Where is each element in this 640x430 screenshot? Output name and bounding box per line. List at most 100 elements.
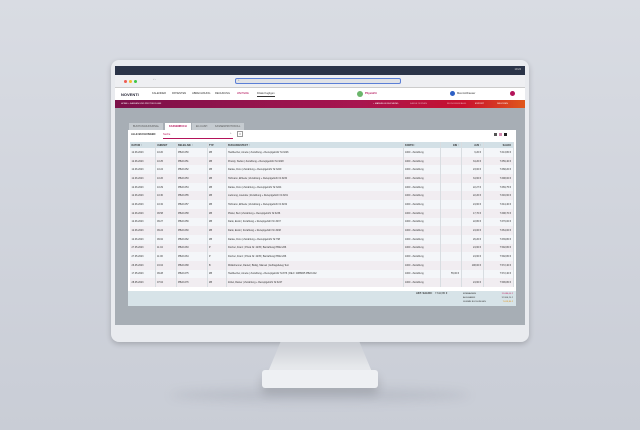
table-row[interactable]: 12.06.2023 10:20 PB22-050 ZB Heidbecher, Ame… <box>130 148 514 157</box>
nav-weitere[interactable]: WEITERE <box>237 92 249 95</box>
table-row[interactable]: 12.06.2023 10:24 PB22-052 ZB Danke, Doro | Z… <box>130 165 514 175</box>
nav-patienten[interactable]: PATIENTEN <box>172 92 187 95</box>
column-header[interactable]: EIN ↑ <box>440 142 462 148</box>
table-cell: 16:04 <box>155 260 177 270</box>
table-row[interactable]: 12.06.2023 09:02 PB22-062 ZB Danke, Doro | Z… <box>130 234 514 244</box>
address-bar[interactable]: ⌕ <box>235 78 401 84</box>
table-cell: PB22-064 <box>176 252 208 261</box>
table-cell <box>440 260 462 270</box>
table-cell: 24,60 € <box>461 278 484 287</box>
table-cell: Prandy, Stefan | Zuzahlung + Rezeptgebüh… <box>226 156 404 166</box>
table-cell: 10:26 <box>155 174 177 183</box>
table-cell: 10:29 <box>155 182 177 192</box>
table-row[interactable]: 27.05.2023 11:06 PB22-064 P Fischer, Franz |… <box>130 252 514 261</box>
bookable-button[interactable]: BUCHUNGSFÄHIG <box>447 103 467 105</box>
column-header[interactable]: DATUM ↑ <box>130 142 156 148</box>
notification-icon[interactable] <box>510 91 515 96</box>
table-cell: ZB <box>207 208 227 218</box>
table-cell: 7.664,00 € <box>483 226 514 235</box>
close-window-button[interactable] <box>124 80 127 83</box>
view-icon[interactable] <box>494 133 497 136</box>
table-cell: Hofmann, Elfriede | Zuzahlung + Rezeptge… <box>226 174 404 183</box>
table-cell: 17,70 € <box>461 208 484 218</box>
table-cell: Dank, Erwin | Zuzahlung + Rezeptgebühr N… <box>226 217 404 227</box>
table-cell: 12.06.2023 <box>130 174 156 183</box>
table-cell: PB22-058 <box>176 208 208 218</box>
table-cell: Danke, Doro | Zuzahlung + Rezeptgebühr N… <box>226 165 404 175</box>
tab-kassenbuch[interactable]: KASSENBUCH <box>165 123 191 130</box>
table-cell: PB22-068 <box>176 260 208 270</box>
table-cell: 26,20 € <box>461 234 484 244</box>
avatar[interactable] <box>450 91 455 96</box>
table-cell: PB22-060 <box>176 226 208 235</box>
branch-select[interactable]: Filiale Kugligen <box>257 92 275 97</box>
table-cell: Heidbecher, Amelie | Zuzahlung + Rezeptg… <box>226 148 404 157</box>
table-row[interactable]: 12.06.2023 10:32 PB22-057 ZB Hofmann, Elfrie… <box>130 200 514 209</box>
breadcrumb[interactable]: HOME > KASSEN UND PROTOKOLLEN <box>121 103 162 105</box>
table-row[interactable]: 26.05.2023 16:04 PB22-068 B Müllebrenner, Da… <box>130 260 514 270</box>
print-button[interactable]: DRUCKEN <box>497 103 508 105</box>
table-cell: 7.644,40 € <box>483 200 514 209</box>
sum-label: AUSGABEN <box>463 297 476 299</box>
column-header[interactable]: TYP <box>207 142 227 148</box>
table-cell: 1000 - Zuzahlung <box>403 269 441 279</box>
tab-ec-cash[interactable]: EC-CASH <box>192 123 212 130</box>
tab-buchungsjournal[interactable]: BUCHUNGSJOURNAL <box>129 123 163 130</box>
table-cell: 12.06.2023 <box>130 226 156 235</box>
minimize-window-button[interactable] <box>129 80 132 83</box>
user-name[interactable]: Maxi Anlihauser <box>457 92 476 95</box>
filter-icon[interactable]: ▿ <box>237 131 243 137</box>
column-header[interactable]: BUCHUNGSTEXT ↑ <box>226 142 404 148</box>
nav-abrechnung[interactable]: ABRECHNUNG <box>192 92 211 95</box>
table-cell <box>440 165 462 175</box>
table-cell: PB22-054 <box>176 182 208 192</box>
table-cell <box>440 252 462 261</box>
search-input[interactable]: Suche <box>163 133 233 139</box>
table-cell <box>440 234 462 244</box>
table-cell <box>440 182 462 192</box>
table-row[interactable]: 27.05.2023 11:04 PB22-063 P Fischer, Franz |… <box>130 243 514 253</box>
table-cell: Danke, Doro | Zuzahlung + Rezeptgebühr N… <box>226 234 404 244</box>
nav-rechnung[interactable]: RECHNUNG <box>215 92 230 95</box>
table-row[interactable]: 28.05.2023 07:04 PB22-076 ZB Zobel, Rainer |… <box>130 278 514 287</box>
nav-kalender[interactable]: KALENDER <box>152 92 166 95</box>
table-row[interactable]: 12.06.2023 10:29 PB22-054 ZB Danke, Doro | Z… <box>130 182 514 192</box>
table-cell <box>440 217 462 227</box>
table-cell: Danke, Doro | Zuzahlung + Rezeptgebühr N… <box>226 182 404 192</box>
table-row[interactable]: 12.06.2023 09:24 PB22-060 ZB Dank, Erwin | Z… <box>130 226 514 235</box>
table-cell: ZB <box>207 234 227 244</box>
table-row[interactable]: 12.06.2023 09:58 PB22-058 ZB Pfeiler, Bert |… <box>130 208 514 218</box>
tab-kassenprotokoll[interactable]: KASSENPROTOKOLL <box>211 123 245 130</box>
table-cell: 09:24 <box>155 226 177 235</box>
table-row[interactable]: 17.05.2023 09:28 PB22-075 ZB Heidbecher, Ame… <box>130 269 514 279</box>
table-cell: ZB <box>207 156 227 166</box>
column-header[interactable]: KONTO ↑ <box>403 142 441 148</box>
maximize-window-button[interactable] <box>134 80 137 83</box>
column-header[interactable]: UHRZEIT <box>155 142 177 148</box>
export-button[interactable]: EXPORT <box>475 103 484 105</box>
table-row[interactable]: 12.06.2023 10:30 PB22-055 ZB Liebnung, Lisel… <box>130 191 514 201</box>
table-cell: PB22-050 <box>176 148 208 157</box>
table-row[interactable]: 12.06.2023 10:26 PB22-053 ZB Hofmann, Elfrie… <box>130 174 514 183</box>
table-cell: P <box>207 243 227 253</box>
open-register-button[interactable]: KASSE ÖFFNEN <box>410 103 427 105</box>
column-header[interactable]: AUS ↑ <box>461 142 484 148</box>
back-forward-icon[interactable]: ‹ › <box>153 78 156 81</box>
table-cell: Dank, Erwin | Zuzahlung + Rezeptgebühr N… <box>226 226 404 235</box>
table-cell: 12.06.2023 <box>130 165 156 175</box>
breadcrumb-bar: HOME > KASSEN UND PROTOKOLLEN + MANUELLE… <box>115 100 525 108</box>
table-cell: ZB <box>207 200 227 209</box>
column-header[interactable]: BELEG-NR. ↑ <box>176 142 208 148</box>
table-cell: PB22-075 <box>176 269 208 279</box>
table-row[interactable]: 12.06.2023 10:25 PB22-051 ZB Prandy, Stefan … <box>130 156 514 166</box>
table-cell: ZB <box>207 148 227 157</box>
table-cell: ZB <box>207 182 227 192</box>
manual-booking-button[interactable]: + MANUELLE BUCHUNG <box>373 103 399 105</box>
table-cell: 12.06.2023 <box>130 182 156 192</box>
table-row[interactable]: 12.06.2023 09:27 PB22-059 ZB Dank, Erwin | Z… <box>130 217 514 227</box>
settings-icon[interactable] <box>504 133 507 136</box>
table-cell: Hofmann, Elfriede | Zuzahlung + Rezeptge… <box>226 200 404 209</box>
column-header[interactable]: SALDO <box>483 142 514 148</box>
table-cell: 07:04 <box>155 278 177 287</box>
color-icon[interactable] <box>499 133 502 136</box>
